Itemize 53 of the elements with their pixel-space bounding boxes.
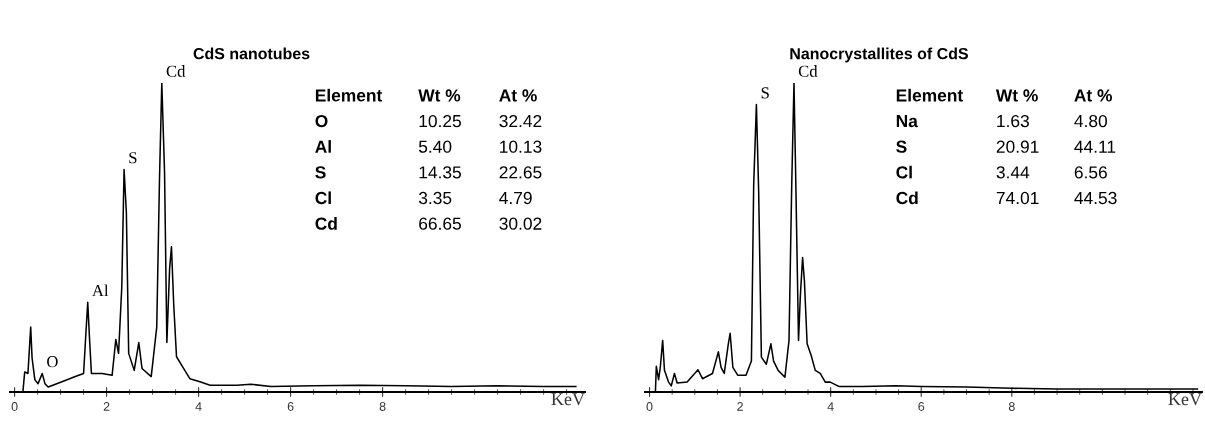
annotation: 1.63: [997, 114, 1029, 128]
annotation: 44.11: [1074, 140, 1116, 153]
annotation: 74.01: [996, 191, 1039, 205]
annotation: 3.35: [418, 191, 452, 205]
annotation: 20.91: [996, 140, 1039, 153]
annotation: S: [761, 87, 769, 99]
chart-title: CdS nanotubes: [193, 47, 310, 60]
annotation: S: [129, 152, 137, 164]
annotation: 44.53: [1074, 191, 1117, 205]
annotation: Cl: [896, 165, 912, 179]
x-axis-title: KeV: [1168, 393, 1202, 406]
annotation: Cl: [315, 191, 331, 205]
annotation: 22.65: [499, 166, 542, 179]
annotation: 14.35: [419, 166, 461, 179]
annotation: Element: [896, 88, 963, 102]
chart-title: Nanocrystallites of CdS: [790, 47, 968, 63]
annotation: 4.79: [499, 191, 532, 205]
annotation: Al: [92, 284, 109, 297]
annotation: S: [315, 166, 326, 179]
x-tick-label: 8: [1008, 402, 1015, 411]
x-tick-label: 2: [103, 402, 110, 411]
x-tick-label: 6: [287, 402, 294, 411]
annotation: Cd: [315, 217, 337, 230]
annotation: S: [896, 140, 907, 153]
annotation: 10.13: [500, 140, 542, 153]
x-tick-label: 2: [737, 402, 743, 411]
annotation: Element: [315, 88, 383, 102]
annotation: 30.02: [499, 217, 542, 230]
annotation: 10.25: [419, 114, 461, 128]
annotation: O: [315, 114, 328, 128]
annotation: Cd: [798, 65, 818, 77]
x-tick-label: 6: [918, 402, 925, 411]
x-axis-title: KeV: [551, 393, 585, 406]
annotation: Al: [315, 140, 331, 153]
annotation: Wt %: [995, 89, 1038, 102]
annotation: 3.44: [996, 166, 1030, 179]
annotation: Cd: [166, 65, 186, 77]
annotation: 5.40: [418, 140, 452, 153]
annotation: O: [47, 356, 58, 368]
x-tick-label: 4: [195, 402, 202, 411]
annotation: 4.80: [1074, 114, 1107, 128]
annotation: Wt %: [418, 89, 461, 102]
x-tick-label: 8: [379, 402, 386, 411]
x-tick-label: 0: [11, 402, 18, 411]
annotation: 6.56: [1074, 166, 1107, 179]
annotation: 32.42: [499, 114, 542, 128]
annotation: Cd: [896, 191, 918, 205]
annotation: Na: [896, 115, 918, 128]
x-tick-label: 4: [827, 402, 834, 411]
annotation: 66.65: [419, 217, 461, 230]
annotation: At %: [1074, 89, 1113, 102]
x-tick-label: 0: [646, 402, 653, 411]
annotation: At %: [499, 89, 537, 102]
